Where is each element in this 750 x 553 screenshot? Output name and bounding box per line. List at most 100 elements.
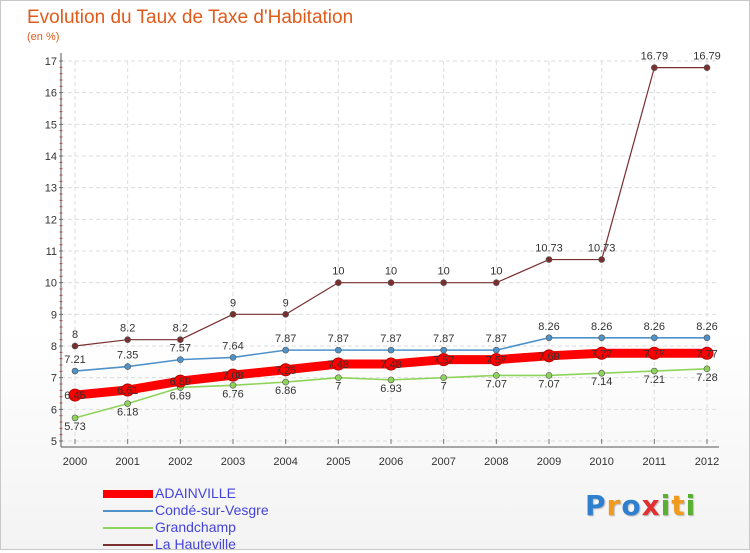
data-label: 8.26 bbox=[696, 321, 717, 333]
data-label: 8.26 bbox=[538, 321, 559, 333]
x-tick-label: 2006 bbox=[379, 456, 403, 468]
data-label: 7.69 bbox=[538, 351, 559, 363]
y-tick-label: 15 bbox=[45, 119, 57, 131]
grid-lines bbox=[61, 60, 719, 442]
data-label: 7.21 bbox=[644, 374, 665, 386]
data-point bbox=[437, 353, 451, 367]
data-point bbox=[493, 372, 500, 379]
data-label: 5.73 bbox=[64, 421, 85, 433]
data-label: 8.26 bbox=[591, 321, 612, 333]
data-label: 7.77 bbox=[696, 348, 717, 360]
data-label: 6.69 bbox=[170, 390, 191, 402]
data-point bbox=[279, 363, 293, 377]
data-point bbox=[71, 342, 79, 350]
logo-letter: t bbox=[671, 489, 686, 522]
data-point bbox=[335, 374, 342, 381]
data-label: 7.87 bbox=[486, 333, 507, 345]
x-tick-label: 2011 bbox=[643, 456, 667, 468]
data-label: 7.77 bbox=[591, 348, 612, 360]
legend-swatch bbox=[103, 544, 153, 546]
data-label: 9 bbox=[230, 297, 236, 309]
data-point bbox=[229, 354, 237, 361]
data-point bbox=[331, 357, 345, 371]
y-tick-label: 13 bbox=[45, 183, 57, 195]
data-label: 7.57 bbox=[486, 355, 507, 367]
data-label: 7.43 bbox=[380, 359, 401, 371]
series-layer bbox=[68, 64, 714, 422]
data-label: 6.18 bbox=[117, 407, 138, 419]
data-label: 7.87 bbox=[275, 333, 296, 345]
logo-letter: x bbox=[641, 489, 661, 522]
data-label: 7 bbox=[441, 381, 447, 393]
data-label: 16.79 bbox=[693, 51, 721, 63]
data-label: 7.28 bbox=[696, 372, 717, 384]
data-point bbox=[71, 414, 79, 422]
x-tick-label: 2002 bbox=[168, 456, 192, 468]
data-point bbox=[124, 400, 131, 407]
data-label: 7.87 bbox=[433, 333, 454, 345]
data-point bbox=[598, 369, 605, 377]
x-tick-label: 2009 bbox=[537, 456, 561, 468]
data-label: 7.77 bbox=[644, 348, 665, 360]
data-label: 10 bbox=[490, 266, 502, 278]
data-point bbox=[440, 346, 447, 354]
data-label: 7.08 bbox=[222, 370, 243, 382]
y-axis-unit: (en %) bbox=[27, 31, 60, 43]
data-point bbox=[177, 356, 184, 363]
y-tick-label: 10 bbox=[45, 278, 57, 290]
data-label: 8.26 bbox=[644, 321, 665, 333]
legend-label: Grandchamp bbox=[155, 519, 236, 535]
legend-label: Condé-sur-Vesgre bbox=[155, 502, 269, 518]
legend-swatch bbox=[103, 527, 153, 529]
series-line-3 bbox=[74, 67, 708, 347]
logo-letter: P bbox=[585, 489, 607, 522]
data-label: 8 bbox=[72, 329, 78, 341]
data-label: 7.87 bbox=[380, 333, 401, 345]
x-tick-label: 2004 bbox=[273, 456, 297, 468]
y-tick-label: 6 bbox=[51, 404, 57, 416]
data-point bbox=[124, 336, 131, 343]
y-tick-label: 12 bbox=[45, 214, 57, 226]
data-point bbox=[598, 334, 605, 342]
data-point bbox=[489, 353, 503, 367]
data-point bbox=[700, 346, 714, 360]
data-point bbox=[68, 388, 82, 402]
data-point bbox=[177, 336, 184, 343]
data-point bbox=[282, 378, 289, 386]
data-point bbox=[703, 365, 711, 373]
data-point bbox=[282, 311, 289, 318]
data-point bbox=[387, 376, 395, 384]
data-label: 6.89 bbox=[170, 376, 191, 388]
logo-letter: i bbox=[660, 489, 672, 522]
data-point bbox=[703, 334, 711, 342]
data-point bbox=[595, 346, 609, 360]
data-label: 10 bbox=[385, 266, 397, 278]
logo-letter: r bbox=[606, 489, 622, 522]
y-tick-label: 16 bbox=[45, 88, 57, 100]
data-point bbox=[384, 357, 398, 371]
data-point bbox=[335, 346, 342, 354]
data-point bbox=[282, 346, 289, 354]
data-point bbox=[493, 279, 500, 286]
data-point bbox=[703, 64, 711, 71]
data-label: 7.57 bbox=[433, 355, 454, 367]
data-label: 7.64 bbox=[222, 340, 243, 352]
logo-letter: i bbox=[685, 489, 697, 522]
x-tick-label: 2007 bbox=[431, 456, 455, 468]
data-point bbox=[71, 367, 79, 375]
data-label: 7.21 bbox=[64, 354, 85, 366]
data-point bbox=[545, 334, 553, 342]
data-label: 8.2 bbox=[120, 323, 135, 335]
data-point bbox=[229, 381, 237, 389]
y-tick-label: 17 bbox=[45, 56, 57, 68]
logo-letter: o bbox=[621, 489, 642, 522]
data-label: 6.86 bbox=[275, 385, 296, 397]
x-tick-label: 2001 bbox=[115, 456, 139, 468]
data-point bbox=[124, 363, 131, 370]
data-label: 6.76 bbox=[222, 388, 243, 400]
y-tick-label: 7 bbox=[51, 373, 57, 385]
y-tick-label: 11 bbox=[46, 246, 57, 258]
x-tick-label: 2008 bbox=[484, 456, 508, 468]
data-label: 7 bbox=[335, 381, 341, 393]
